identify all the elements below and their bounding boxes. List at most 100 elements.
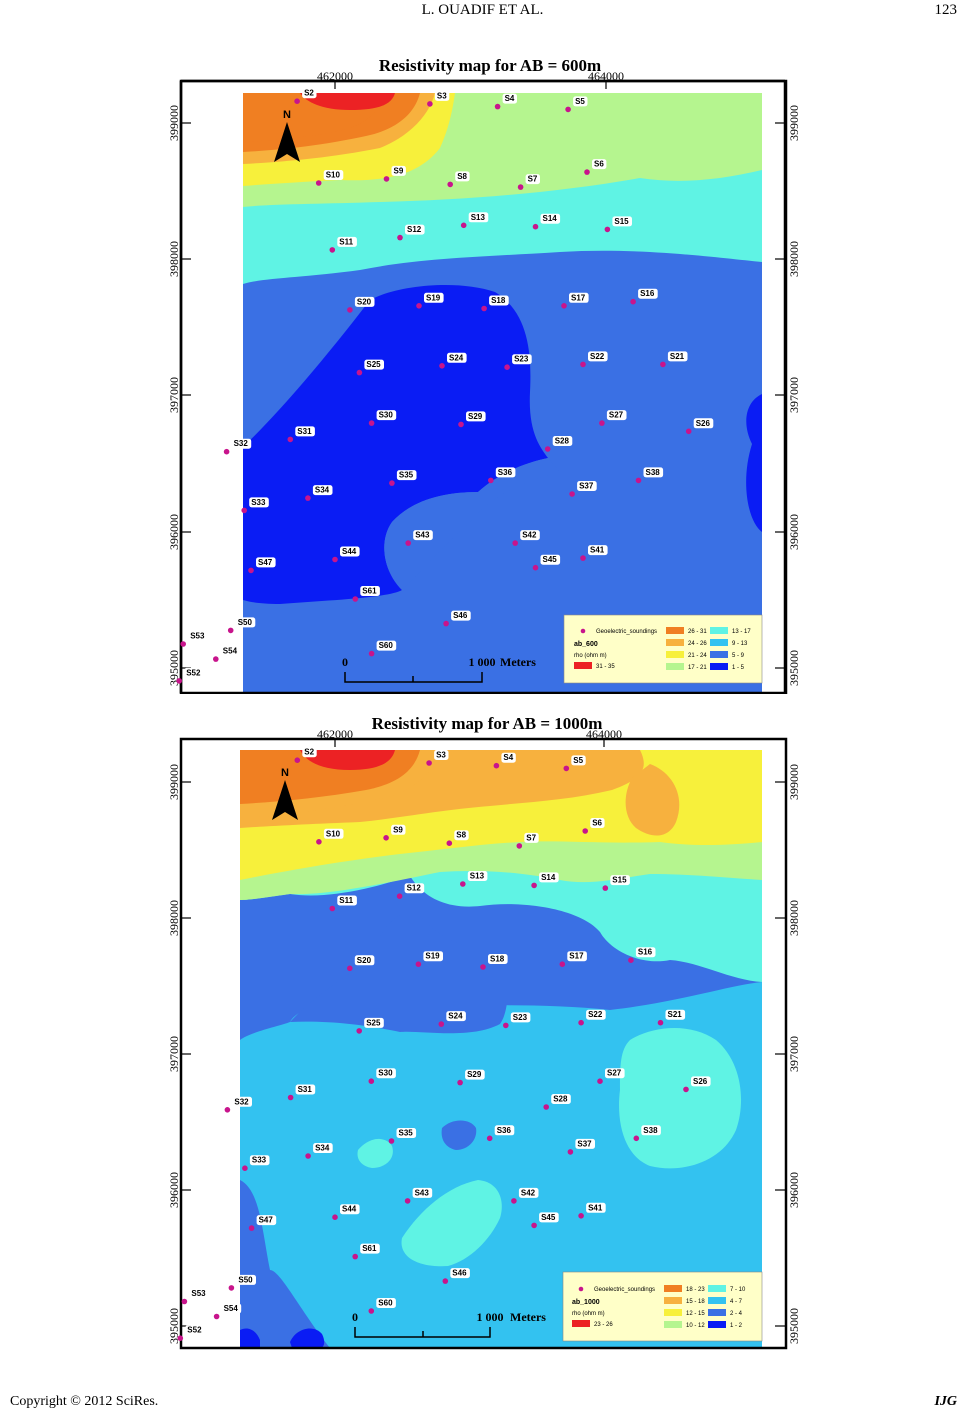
x-tick-462000: 462000	[317, 69, 353, 83]
sounding-label: S6	[594, 160, 604, 169]
sounding-s3: S3	[427, 90, 450, 107]
sounding-label-bg	[573, 96, 588, 107]
sounding-s9: S9	[383, 824, 406, 841]
sounding-marker	[580, 361, 586, 368]
legend-class: 10 - 12	[686, 1323, 705, 1329]
sounding-marker	[329, 247, 336, 253]
sounding-marker	[356, 369, 363, 376]
sounding-label: S43	[415, 1188, 430, 1197]
sounding-label: S2	[304, 748, 314, 757]
sounding-marker	[396, 893, 403, 899]
resistivity-map-ab1000: Resistivity map for AB = 1000m	[0, 710, 965, 1350]
sounding-label-bg	[249, 497, 269, 508]
sounding-label-bg	[495, 467, 516, 478]
sounding-label: S54	[224, 1304, 239, 1313]
sounding-label-bg	[434, 750, 449, 760]
sounding-marker	[443, 620, 449, 627]
sounding-label: S13	[471, 213, 486, 222]
sounding-marker	[305, 1153, 311, 1159]
sounding-label: S53	[191, 1289, 206, 1298]
sounding-label: S9	[393, 825, 403, 834]
sounding-label: S3	[437, 91, 447, 100]
sounding-label: S38	[643, 1126, 658, 1135]
sounding-s45: S45	[531, 1212, 559, 1229]
sounding-marker	[248, 1225, 255, 1231]
sounding-marker	[516, 843, 523, 849]
sounding-marker	[563, 765, 570, 772]
sounding-s33: S33	[241, 497, 269, 514]
sounding-marker	[569, 491, 575, 497]
legend-swatch	[708, 1309, 726, 1316]
sounding-marker	[329, 905, 336, 912]
sounding-marker	[504, 364, 510, 371]
legend-swatch	[574, 662, 592, 669]
sounding-label: S17	[569, 952, 584, 961]
sounding-label: S5	[575, 97, 585, 106]
sounding-label: S3	[436, 751, 446, 760]
legend: Geoelectric_soundings ab_600 rho (ohm m)…	[563, 614, 763, 684]
legend-class: 2 - 4	[730, 1311, 743, 1317]
sounding-marker	[368, 1078, 375, 1084]
sounding-label: S15	[614, 217, 629, 226]
sounding-s13: S13	[460, 871, 488, 887]
sounding-s2: S2	[294, 88, 317, 104]
sounding-label: S29	[467, 1070, 482, 1079]
sounding-s41: S41	[578, 1202, 606, 1219]
sounding-marker	[442, 1278, 449, 1284]
sounding-s53: S53	[181, 1288, 209, 1305]
sounding-marker	[602, 885, 609, 891]
y-tick-left-396000: 396000	[167, 514, 181, 550]
sounding-s19: S19	[415, 951, 443, 967]
sounding-label: S11	[339, 237, 353, 246]
legend: Geoelectric_soundings ab_1000 rho (ohm m…	[562, 1271, 763, 1342]
resistivity-zones	[240, 750, 762, 1348]
sounding-marker	[544, 446, 551, 452]
sounding-label: S24	[449, 353, 464, 362]
scale-unit: Meters	[500, 655, 536, 669]
sounding-label-bg	[231, 438, 252, 449]
sounding-marker	[531, 882, 537, 889]
sounding-s24: S24	[439, 352, 467, 369]
legend-swatch	[710, 627, 728, 634]
legend-swatch	[708, 1285, 726, 1292]
sounding-s16: S16	[628, 947, 656, 963]
sounding-label-bg	[337, 236, 357, 247]
sounding-label: S24	[448, 1012, 463, 1021]
sounding-label-bg	[313, 1143, 333, 1153]
sounding-label: S18	[491, 296, 506, 305]
sounding-marker	[561, 303, 567, 309]
sounding-s43: S43	[404, 1187, 433, 1204]
sounding-label-bg	[188, 631, 208, 641]
sounding-label-bg	[551, 1094, 571, 1104]
sounding-s32: S32	[224, 1096, 252, 1113]
sounding-s61: S61	[352, 586, 380, 602]
sounding-s25: S25	[356, 359, 384, 376]
legend-layer-name: ab_1000	[572, 1299, 600, 1306]
sounding-label-bg	[376, 640, 397, 651]
sounding-label-bg	[540, 554, 561, 565]
sounding-label: S25	[366, 1018, 381, 1027]
sounding-marker	[404, 1198, 411, 1204]
sounding-label-bg	[494, 1125, 515, 1136]
sounding-label-bg	[423, 951, 443, 962]
sounding-marker	[481, 305, 487, 312]
y-tick-right-395000: 395000	[787, 650, 801, 686]
sounding-label-bg	[184, 667, 204, 678]
legend-class: 1 - 5	[732, 665, 745, 671]
sounding-label-bg	[539, 1212, 559, 1223]
sounding-label: S2	[304, 89, 314, 98]
sounding-s30: S30	[368, 410, 397, 426]
sounding-s23: S23	[503, 1012, 531, 1029]
sounding-marker	[426, 760, 432, 766]
sounding-label-bg	[466, 411, 486, 422]
sounding-label-bg	[302, 88, 317, 99]
sounding-label: S31	[298, 1085, 313, 1094]
sounding-label-bg	[569, 292, 589, 303]
sounding-s47: S47	[248, 1215, 277, 1231]
sounding-marker	[628, 957, 634, 963]
sounding-s36: S36	[486, 1125, 515, 1142]
north-label: N	[283, 109, 291, 121]
sounding-s21: S21	[657, 1009, 686, 1026]
sounding-label: S7	[528, 175, 538, 184]
sounding-marker	[532, 564, 539, 571]
